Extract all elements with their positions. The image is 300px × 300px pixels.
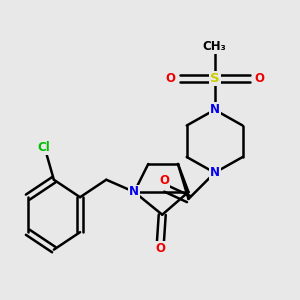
Text: O: O [159, 174, 169, 187]
Text: O: O [254, 72, 264, 85]
Text: N: N [210, 103, 220, 116]
Text: O: O [165, 72, 175, 85]
Text: S: S [210, 72, 220, 85]
Text: Cl: Cl [37, 141, 50, 154]
Text: CH₃: CH₃ [203, 40, 226, 53]
Text: N: N [210, 166, 220, 179]
Text: N: N [129, 185, 139, 199]
Text: O: O [155, 242, 166, 255]
